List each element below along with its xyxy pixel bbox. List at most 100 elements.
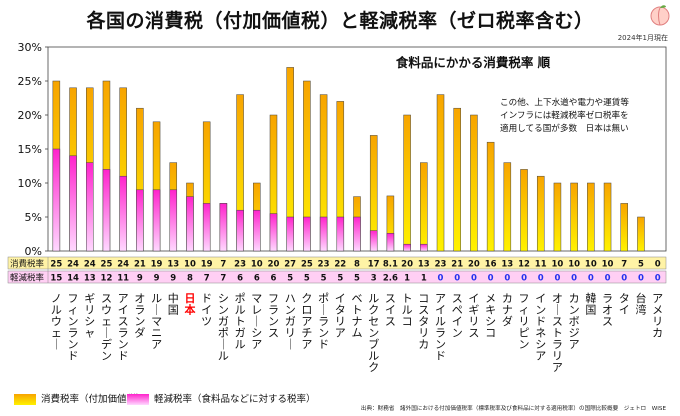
country-label-9: ドイツ	[201, 292, 212, 328]
bar-standard-29	[536, 175, 545, 252]
bar-standard-23	[436, 94, 445, 252]
standard-rate-22: 13	[418, 260, 430, 270]
standard-rate-11: 23	[234, 260, 246, 270]
standard-rate-30: 10	[552, 260, 564, 270]
reduced-rate-28: 0	[521, 274, 527, 284]
bar-reduced-11	[236, 209, 244, 252]
table-row-standard	[7, 256, 667, 270]
reduced-rate-20: 2.6	[383, 274, 398, 284]
reduced-rate-18: 5	[354, 274, 360, 284]
standard-rate-14: 27	[284, 260, 296, 270]
country-label-19: ルクセンブルク	[368, 292, 379, 374]
reduced-rate-11: 6	[237, 274, 243, 284]
standard-rate-28: 12	[518, 260, 530, 270]
standard-rate-23: 23	[435, 260, 447, 270]
reduced-rate-30: 0	[554, 274, 560, 284]
reduced-rate-31: 0	[571, 274, 577, 284]
standard-rate-31: 10	[568, 260, 580, 270]
country-label-23: アイルランド	[435, 292, 446, 363]
chart-subtitle: 食料品にかかる消費税率 順	[395, 55, 551, 70]
standard-rate-21: 20	[401, 260, 413, 270]
bar-standard-33	[603, 182, 612, 252]
bar-reduced-18	[353, 216, 361, 252]
country-label-21: トルコ	[402, 292, 413, 328]
country-label-7: 中国	[168, 292, 179, 317]
standard-rate-3: 25	[101, 260, 113, 270]
standard-rate-15: 25	[301, 260, 313, 270]
reduced-rate-27: 0	[504, 274, 510, 284]
reduced-rate-8: 8	[187, 274, 193, 284]
standard-rate-17: 22	[334, 260, 346, 270]
country-label-27: カナダ	[502, 292, 513, 328]
reduced-rate-33: 0	[605, 274, 611, 284]
bar-standard-32	[587, 182, 595, 252]
bar-reduced-4	[119, 175, 127, 252]
standard-rate-20: 8.1	[383, 260, 398, 270]
reduced-rate-26: 0	[488, 274, 494, 284]
reduced-rate-17: 5	[337, 274, 343, 284]
standard-rate-25: 20	[468, 260, 480, 270]
reduced-rate-25: 0	[471, 274, 477, 284]
y-tick-label: 30%	[18, 41, 42, 54]
standard-rate-6: 19	[151, 260, 163, 270]
note-line: 適用してる国が多数 日本は無い	[500, 123, 629, 134]
reduced-rate-5: 9	[137, 274, 143, 284]
bar-reduced-9	[202, 203, 211, 252]
bar-reduced-8	[186, 196, 194, 252]
standard-rate-29: 11	[535, 260, 547, 270]
country-label-12: マレ｜シア	[251, 292, 262, 351]
country-label-33: ラオス	[602, 292, 613, 328]
bar-reduced-20	[386, 233, 395, 252]
bar-standard-26	[486, 141, 495, 252]
bar-reduced-5	[136, 189, 144, 252]
note-line: この他、上下水道や電力や運賃等	[500, 98, 629, 108]
country-label-22: コスタリカ	[418, 292, 429, 351]
standard-rate-33: 10	[602, 260, 614, 270]
country-label-14: ハンガリ｜	[285, 292, 296, 351]
standard-rate-4: 24	[117, 260, 129, 270]
bar-standard-27	[503, 162, 512, 252]
country-label-36: アメリカ	[652, 292, 663, 340]
bar-reduced-2	[86, 162, 94, 252]
bar-reduced-10	[219, 203, 228, 252]
country-label-35: 台湾	[635, 291, 646, 317]
standard-rate-19: 17	[368, 260, 380, 270]
bar-reduced-15	[303, 216, 311, 252]
legend-reduced-swatch	[127, 394, 149, 405]
y-tick-label: 0%	[25, 245, 42, 258]
bar-standard-22	[420, 162, 428, 252]
bar-reduced-3	[102, 169, 111, 252]
reduced-rate-19: 3	[371, 274, 377, 284]
row-label-standard: 消費税率	[10, 259, 45, 270]
bar-reduced-6	[152, 189, 161, 252]
standard-rate-34: 7	[621, 260, 627, 270]
country-label-3: スウェ｜デン	[101, 292, 112, 363]
bar-standard-30	[553, 182, 562, 252]
standard-rate-10: 7	[220, 260, 226, 270]
country-label-5: オランダ	[134, 292, 145, 340]
standard-rate-35: 5	[638, 260, 644, 270]
y-tick-label: 25%	[18, 75, 42, 88]
bar-reduced-14	[286, 216, 294, 252]
reduced-rate-23: 0	[438, 274, 444, 284]
reduced-rate-16: 5	[321, 274, 327, 284]
reduced-rate-0: 15	[50, 274, 62, 284]
bar-reduced-1	[69, 155, 77, 252]
reduced-rate-24: 0	[454, 274, 460, 284]
legend-standard-label: 消費税率（付加価値税）	[41, 394, 146, 405]
standard-rate-5: 21	[134, 260, 146, 270]
bar-reduced-22	[420, 243, 428, 252]
reduced-rate-22: 1	[421, 274, 427, 284]
bar-standard-25	[470, 114, 478, 252]
reduced-rate-3: 12	[101, 274, 113, 284]
country-label-20: スイス	[385, 292, 396, 328]
standard-rate-9: 19	[201, 260, 213, 270]
reduced-rate-1: 14	[67, 274, 79, 284]
country-label-28: フィリピン	[519, 292, 530, 351]
reduced-rate-29: 0	[538, 274, 544, 284]
country-label-26: メキシコ	[485, 292, 496, 340]
country-label-10: シンガポ｜ル	[218, 292, 229, 363]
standard-rate-32: 10	[585, 260, 597, 270]
country-label-30: オ｜ストラリア	[552, 292, 563, 374]
bar-standard-24	[453, 107, 461, 252]
